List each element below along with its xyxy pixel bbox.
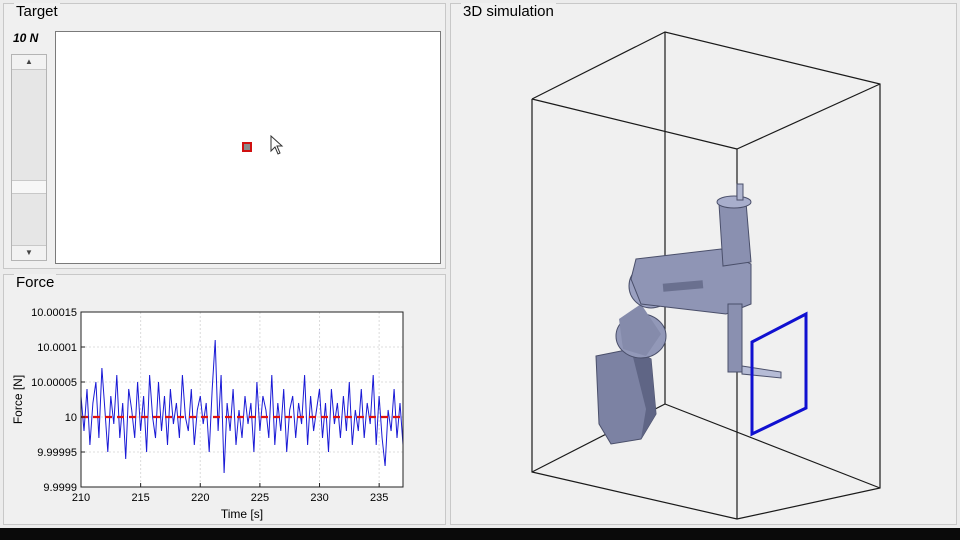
y-tick-label: 10.00005: [31, 377, 77, 389]
scara-robot-model: [595, 183, 782, 445]
bottom-bar: [0, 528, 960, 540]
target-marker[interactable]: [242, 142, 252, 152]
force-panel: Force 210 215 220 225 230 235 9.9999 9.99995 10 1…: [3, 274, 446, 525]
x-tick-label: 225: [251, 492, 269, 504]
mouse-cursor-icon: [270, 135, 284, 155]
x-tick-label: 215: [131, 492, 149, 504]
target-panel: Target 10 N ▲ ▼: [3, 3, 446, 269]
plot-background: [81, 312, 403, 487]
slider-up-arrow-icon[interactable]: ▲: [12, 55, 46, 70]
x-axis-label: Time [s]: [221, 507, 263, 521]
workspace-box: [531, 31, 881, 520]
x-tick-label: 220: [191, 492, 209, 504]
y-axis-label: Force [N]: [11, 375, 25, 424]
force-panel-title: Force: [14, 274, 57, 291]
y-tick-label: 9.99995: [37, 447, 77, 459]
plot-frame: [80, 311, 404, 488]
slider-thumb[interactable]: [12, 179, 46, 194]
y-tick-label: 10.00015: [31, 307, 77, 319]
simulation-panel: 3D simulation: [450, 3, 957, 525]
x-tick-label: 235: [370, 492, 388, 504]
target-plot-area[interactable]: [55, 31, 441, 264]
simulation-viewport[interactable]: [451, 4, 956, 524]
force-value-label: 10 N: [13, 31, 39, 45]
simulation-panel-title: 3D simulation: [461, 3, 556, 20]
y-tick-label: 9.9999: [43, 482, 77, 494]
y-tick-label: 10: [65, 412, 77, 424]
x-tick-label: 230: [310, 492, 328, 504]
target-panel-title: Target: [14, 3, 60, 20]
force-slider[interactable]: ▲ ▼: [11, 54, 47, 261]
measured-force-line: [80, 339, 404, 474]
x-tick-label: 210: [72, 492, 90, 504]
force-chart: 210 215 220 225 230 235 9.9999 9.99995 10 10.0000…: [11, 307, 404, 521]
slider-down-arrow-icon[interactable]: ▼: [12, 245, 46, 260]
y-tick-label: 10.0001: [37, 342, 77, 354]
target-frame: [750, 311, 808, 437]
